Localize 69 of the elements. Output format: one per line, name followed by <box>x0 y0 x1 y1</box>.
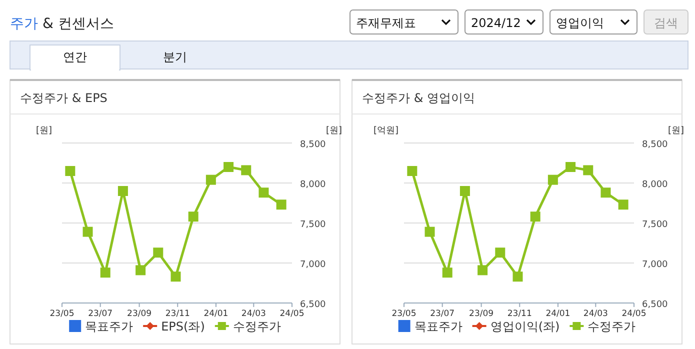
point <box>224 162 234 172</box>
point <box>170 272 181 282</box>
text: 2024/12 <box>471 16 521 30</box>
point <box>442 268 452 278</box>
point <box>118 186 128 196</box>
y2-tick-label: 8,000 <box>642 180 668 190</box>
x-tick-label: 23/09 <box>127 309 152 319</box>
text: 연간 <box>63 50 87 64</box>
text: 주재무제표 <box>356 16 416 30</box>
y-axis-title: [원] <box>36 126 52 136</box>
point <box>65 166 76 176</box>
point <box>82 226 93 237</box>
y2-tick-label: 8,500 <box>642 140 668 150</box>
point <box>258 188 269 198</box>
x-tick-label: 24/05 <box>622 309 646 319</box>
y2-tick-label: 6,500 <box>642 300 668 310</box>
point <box>530 212 540 222</box>
text: 주가 & 컨센서스 <box>10 16 114 32</box>
point <box>478 265 488 276</box>
x-tick-label: 24/01 <box>204 309 228 319</box>
point <box>583 165 594 176</box>
x-tick-label: 24/05 <box>280 309 304 319</box>
point <box>566 162 576 172</box>
point <box>153 248 164 258</box>
legend-label: 목표주가 <box>414 320 462 334</box>
legend-label: 수정주가 <box>232 320 281 334</box>
y-axis-title: [억원] <box>373 126 399 136</box>
point <box>495 248 506 258</box>
point <box>100 268 110 278</box>
legend-label: 목표주가 <box>85 320 134 334</box>
x-tick-label: 24/03 <box>241 309 266 319</box>
x-tick-label: 23/05 <box>50 309 74 319</box>
text: 분기 <box>163 50 187 64</box>
y2-tick-label: 6,500 <box>300 300 326 310</box>
y2-axis-title: [원] <box>668 126 684 136</box>
point <box>548 174 558 185</box>
x-tick-label: 23/11 <box>507 309 532 319</box>
y2-tick-label: 7,500 <box>642 220 668 230</box>
point <box>241 165 252 176</box>
x-tick-label: 23/07 <box>88 309 113 319</box>
y2-tick-label: 8,500 <box>300 140 326 150</box>
legend-label: EPS(좌) <box>161 320 205 334</box>
x-tick-label: 24/03 <box>583 309 608 319</box>
x-tick-label: 23/05 <box>392 309 416 319</box>
point <box>206 174 216 185</box>
chart-title: 수정주가 & 영업이익 <box>362 91 475 105</box>
text: 검색 <box>654 16 678 30</box>
y2-tick-label: 7,500 <box>300 220 326 230</box>
point <box>188 212 198 222</box>
point <box>424 226 435 237</box>
legend-label: 영업이익(좌) <box>490 320 560 334</box>
point <box>276 200 286 210</box>
point <box>460 186 470 196</box>
point <box>136 265 146 276</box>
x-tick-label: 24/01 <box>546 309 570 319</box>
text: 영업이익 <box>556 16 604 30</box>
y2-tick-label: 7,000 <box>300 260 326 270</box>
y2-tick-label: 8,000 <box>300 180 326 190</box>
chart-title: 수정주가 & EPS <box>20 91 108 105</box>
x-tick-label: 23/09 <box>469 309 494 319</box>
point <box>618 200 628 210</box>
x-tick-label: 23/11 <box>165 309 190 319</box>
y2-axis-title: [원] <box>326 126 342 136</box>
legend-label: 수정주가 <box>588 320 636 334</box>
point <box>600 188 611 198</box>
point <box>407 166 418 176</box>
y2-tick-label: 7,000 <box>642 260 668 270</box>
x-tick-label: 23/07 <box>430 309 455 319</box>
point <box>512 272 523 282</box>
